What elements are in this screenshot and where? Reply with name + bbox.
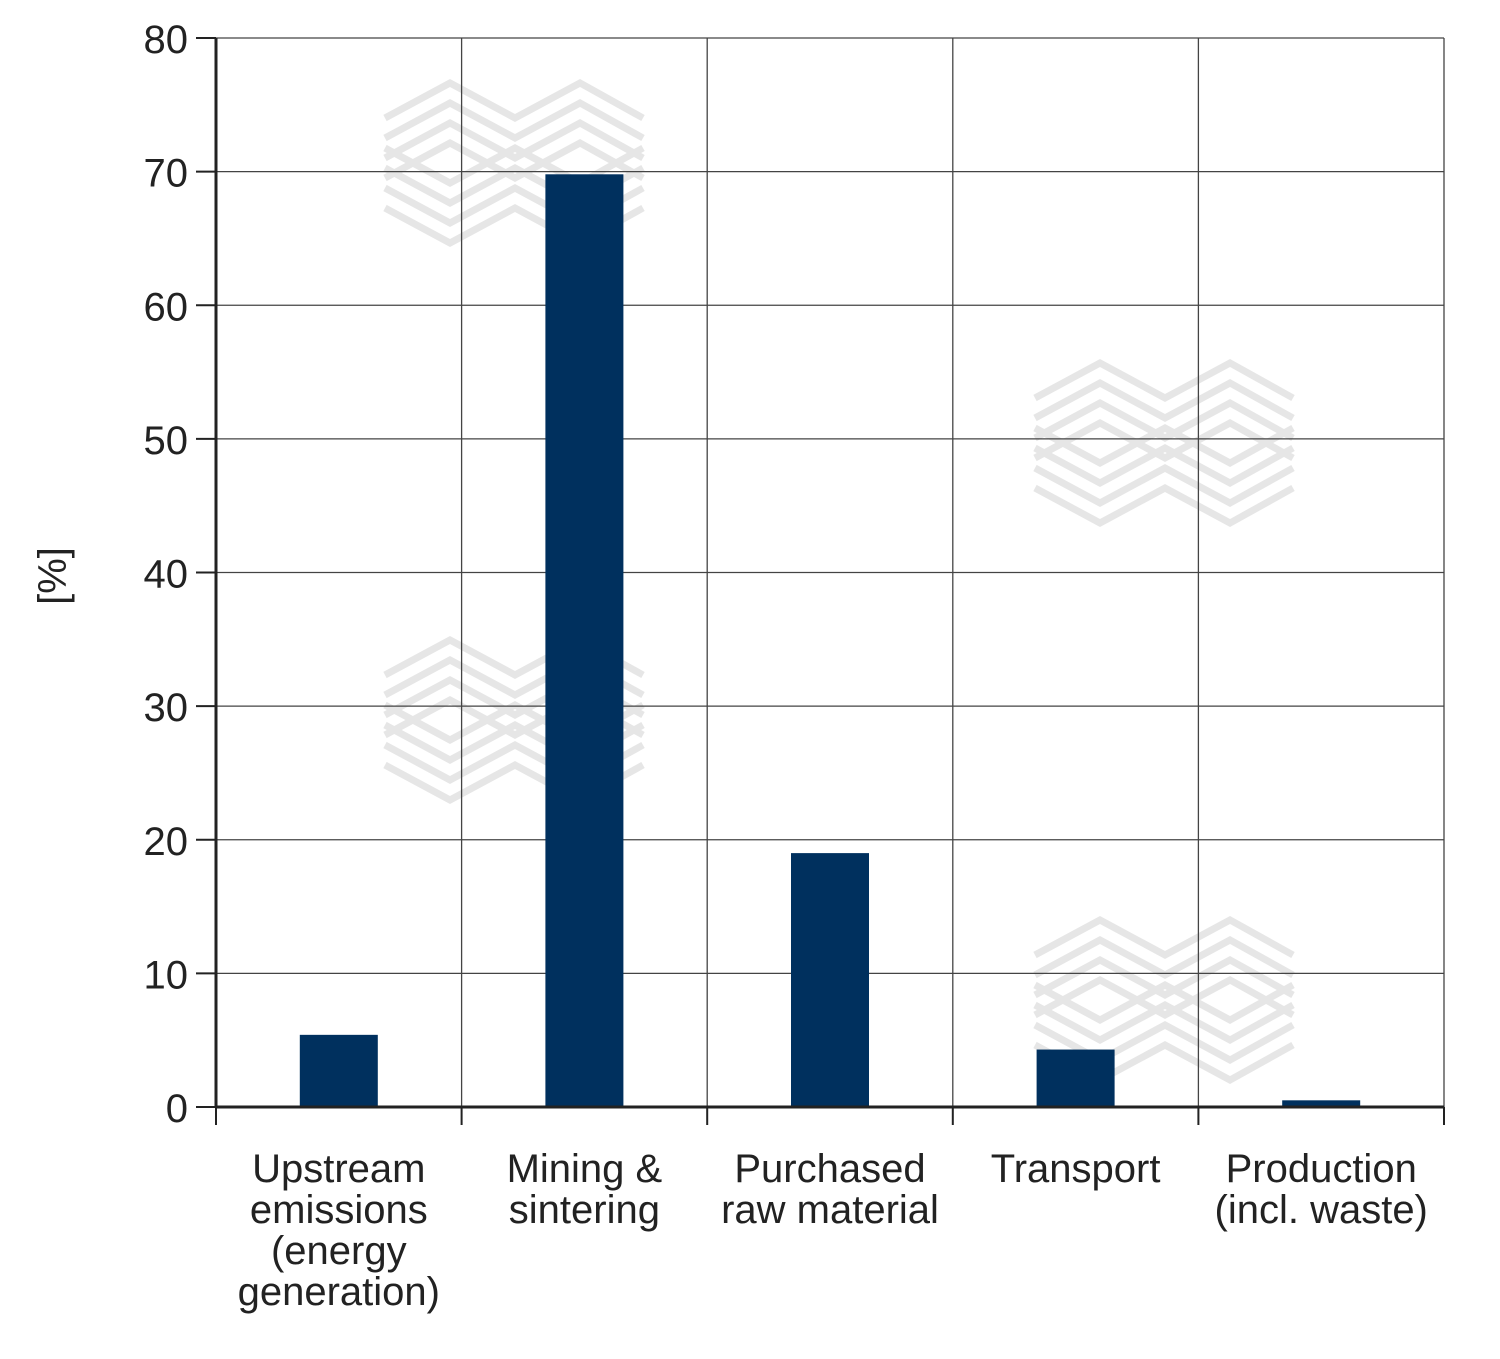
bar (299, 1034, 378, 1107)
y-tick-label: 20 (144, 820, 189, 864)
y-tick-label: 60 (144, 285, 189, 329)
bars (299, 174, 1361, 1108)
x-category-label: Upstream emissions (energy generation) (238, 1147, 440, 1314)
bar (1282, 1100, 1361, 1107)
x-category-label-line: emissions (250, 1188, 428, 1232)
watermark-logo (1033, 359, 1295, 527)
y-axis-title: [%] (31, 547, 75, 605)
bar (545, 174, 624, 1108)
y-tick-label: 50 (144, 419, 189, 463)
x-category-label-line: Transport (991, 1147, 1161, 1191)
y-tick-label: 80 (144, 18, 189, 62)
bar (1036, 1049, 1115, 1107)
axes (196, 37, 1445, 1125)
y-tick-label: 40 (144, 553, 189, 597)
x-category-labels: Upstream emissions (energy generation) Minin… (238, 1147, 1428, 1314)
x-category-label-line: sintering (509, 1188, 660, 1232)
y-tick-label: 30 (144, 686, 189, 730)
x-category-label-line: Purchased (734, 1147, 925, 1191)
x-category-label-line: generation) (238, 1270, 440, 1314)
bar (791, 853, 869, 1107)
watermark-logo (1033, 916, 1295, 1084)
x-category-label-line: (energy (271, 1229, 407, 1273)
y-tick-labels: 0 10 20 30 40 50 60 70 80 (144, 18, 189, 1131)
y-tick-label: 70 (144, 152, 189, 196)
x-category-label: Purchased raw material (721, 1147, 939, 1232)
x-category-label-line: Mining & (507, 1147, 663, 1191)
x-category-label-line: (incl. waste) (1215, 1188, 1428, 1232)
y-tick-label: 10 (144, 953, 189, 997)
x-category-label-line: Upstream (252, 1147, 425, 1191)
y-tick-label: 0 (166, 1087, 188, 1131)
x-category-label-line: raw material (721, 1188, 939, 1232)
x-category-label: Production (incl. waste) (1215, 1147, 1428, 1232)
x-category-label-line: Production (1226, 1147, 1417, 1191)
x-category-label: Mining & sintering (507, 1147, 663, 1232)
x-category-label: Transport (991, 1147, 1161, 1191)
